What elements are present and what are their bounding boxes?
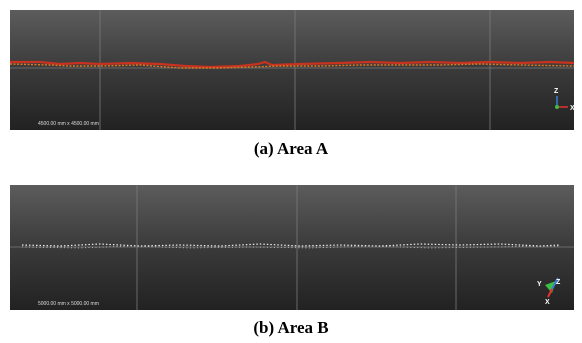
- axis-label: X: [570, 105, 575, 112]
- axis-label: Y: [537, 281, 542, 288]
- scale-label: 5000.00 mm x 5000.00 mm: [38, 301, 99, 307]
- scale-label: 4500.00 mm x 4500.00 mm: [38, 121, 99, 127]
- caption: (a) Area A: [254, 139, 329, 158]
- axis-label: X: [545, 299, 550, 306]
- figure: 4500.00 mm x 4500.00 mm Z X (a) Area A 5…: [0, 0, 582, 343]
- axis-label: Z: [556, 279, 561, 286]
- caption: (b) Area B: [253, 318, 328, 337]
- viewport-background: [10, 10, 574, 130]
- figure-canvas: 4500.00 mm x 4500.00 mm Z X (a) Area A 5…: [0, 0, 582, 343]
- viewport-b: 5000.00 mm x 5000.00 mm Y Z X: [10, 185, 574, 310]
- axis-label: Z: [554, 88, 559, 95]
- viewport-a: 4500.00 mm x 4500.00 mm Z X: [10, 10, 575, 130]
